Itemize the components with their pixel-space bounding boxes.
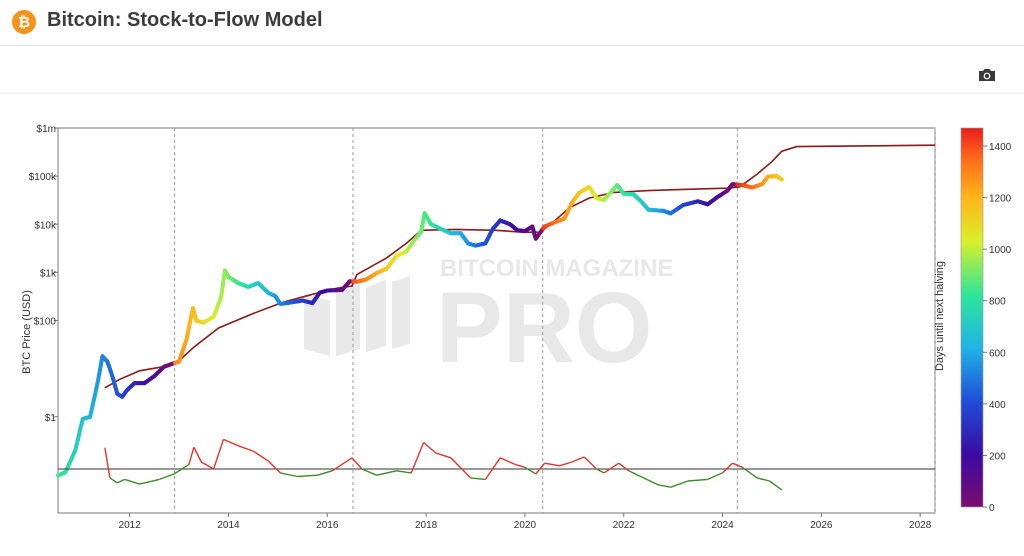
y-tick-label: $100k <box>29 172 57 183</box>
ratio-segment <box>535 462 546 475</box>
watermark-logo-icon <box>304 276 410 356</box>
camera-icon[interactable] <box>977 67 997 83</box>
y-tick-label: $1 <box>45 413 57 424</box>
colorbar-title: Days until next halving <box>934 261 946 371</box>
ratio-segment <box>618 462 630 472</box>
model-line <box>104 144 936 389</box>
ratio-segment <box>109 477 118 484</box>
colorbar-tick-label: 1200 <box>989 194 1012 205</box>
colorbar-tick-label: 800 <box>989 297 1006 308</box>
colorbar-ticks: 0 200 400 600 800 1000 1200 1400 <box>983 142 1012 514</box>
ratio-segment <box>124 478 140 485</box>
colorbar-tick-label: 600 <box>989 348 1006 359</box>
ratio-segment <box>159 473 175 481</box>
ratio-segment <box>361 468 377 476</box>
x-tick-label: 2016 <box>316 520 339 531</box>
ratio-segment <box>484 457 501 480</box>
colorbar-tick-label: 400 <box>989 400 1006 411</box>
ratio-segment <box>317 470 333 476</box>
ratio-segment <box>643 477 659 486</box>
ratio-segment <box>741 466 758 479</box>
ratio-segment <box>376 470 397 476</box>
x-tick-label: 2018 <box>415 520 438 531</box>
ratio-segment <box>603 462 620 474</box>
ratio-segment <box>596 468 605 474</box>
x-tick-label: 2026 <box>810 520 833 531</box>
ratio-segment <box>252 450 269 462</box>
ratio-segment <box>435 452 452 459</box>
y-axis-title: BTC Price (USD) <box>21 290 33 374</box>
chart-axes: $1 $100 $1k $10k $100k $1m 2012 2014 2016 2018 202… <box>29 124 936 531</box>
ratio-segment <box>524 466 537 475</box>
x-tick-label: 2028 <box>909 520 932 531</box>
ratio-segment <box>423 441 437 454</box>
ratio-segment <box>351 457 363 470</box>
ratio-segment <box>687 478 708 482</box>
ratio-segment <box>769 480 783 491</box>
colorbar-tick-label: 200 <box>989 451 1006 462</box>
ratio-segment <box>396 470 412 474</box>
x-tick-label: 2020 <box>514 520 537 531</box>
ratio-segment <box>499 457 516 466</box>
page-title: Bitcoin: Stock-to-Flow Model <box>47 9 323 31</box>
ratio-segment <box>732 462 743 468</box>
y-tick-label: $1k <box>40 268 57 279</box>
ratio-segment <box>212 439 225 470</box>
page-header: ₿ Bitcoin: Stock-to-Flow Model <box>0 0 1024 46</box>
ratio-segment <box>410 442 425 474</box>
ratio-segment <box>544 462 560 467</box>
y-tick-label: $1m <box>37 124 56 135</box>
ratio-segment <box>658 484 671 488</box>
ratio-segment <box>450 457 472 479</box>
ratio-segment <box>514 463 526 468</box>
x-tick-label: 2022 <box>613 520 636 531</box>
ratio-segment <box>173 463 190 475</box>
halving-lines <box>174 128 936 513</box>
ratio-segment <box>223 438 239 447</box>
ratio-segment <box>188 447 195 465</box>
colorbar-gradient <box>960 127 984 508</box>
ratio-segment <box>238 445 254 452</box>
ratio-segment <box>628 470 644 479</box>
ratio-segment <box>722 462 733 474</box>
bitcoin-coin-icon: ₿ <box>12 10 36 34</box>
stock-to-flow-chart: BITCOIN MAGAZINE PRO $1$100$1k$10k$100k$… <box>21 124 1012 531</box>
watermark-top-text: BITCOIN MAGAZINE <box>440 255 673 282</box>
ratio-segment <box>571 456 585 463</box>
y-tick-label: $100 <box>34 317 57 328</box>
colorbar-tick-label: 0 <box>989 503 995 514</box>
y-tick-label: $10k <box>34 220 57 231</box>
x-tick-label: 2024 <box>711 520 734 531</box>
ratio-segment <box>559 461 573 467</box>
ratio-segment <box>707 472 723 481</box>
ratio-segment <box>297 474 318 478</box>
ratio-segment <box>756 477 770 482</box>
ratio-segment <box>267 460 281 474</box>
x-tick-label: 2014 <box>217 520 240 531</box>
watermark-main-text: PRO <box>436 272 653 384</box>
ratio-segment <box>670 480 689 488</box>
ratio-segment <box>200 461 214 470</box>
ratio-segment <box>139 478 160 485</box>
ratio-segment <box>117 478 125 484</box>
colorbar-tick-label: 1400 <box>989 142 1012 153</box>
ratio-segment <box>104 447 111 479</box>
ratio-segment <box>331 457 353 472</box>
chart-toolbar <box>0 46 1024 94</box>
ratio-segment <box>583 456 598 470</box>
series-layer <box>56 144 936 491</box>
ratio-segment <box>470 477 486 481</box>
watermark: BITCOIN MAGAZINE PRO <box>304 255 673 384</box>
x-tick-label: 2012 <box>119 520 142 531</box>
colorbar-tick-label: 1000 <box>989 245 1012 256</box>
price-segment <box>779 177 784 182</box>
ratio-segment <box>280 472 298 478</box>
ratio-segment <box>193 446 202 463</box>
